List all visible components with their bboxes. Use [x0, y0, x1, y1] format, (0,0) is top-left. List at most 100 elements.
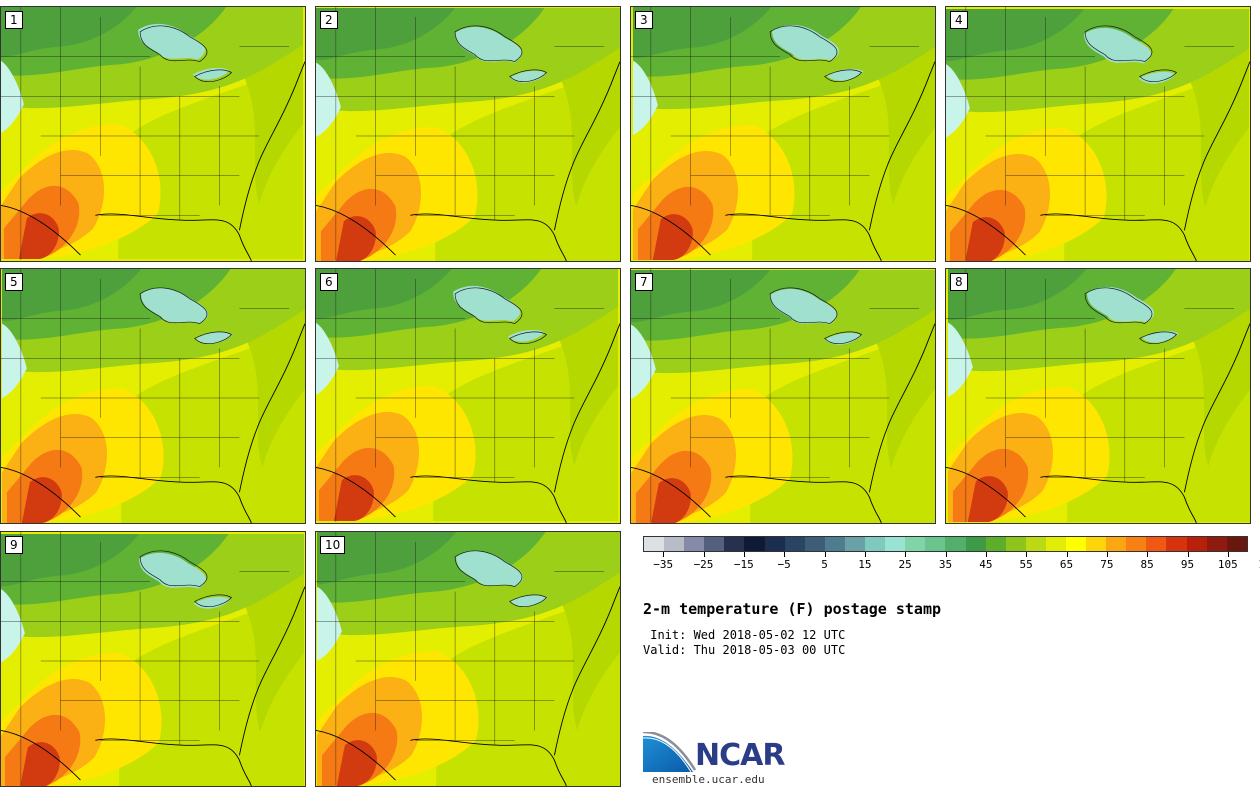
member-label: 7 [635, 273, 653, 291]
great-lakes [454, 287, 548, 344]
colorbar-swatch [865, 537, 886, 551]
state-borders [316, 269, 605, 523]
colorbar-tick [1106, 552, 1108, 557]
colorbar-tick-label: 105 [1217, 558, 1238, 571]
member-map-5: 5 [0, 268, 306, 524]
colorbar-ticks: −35 −25 −15 −5 5 15 25 35 45 55 65 75 85 95 105 115 [643, 552, 1260, 572]
state-borders [1, 532, 290, 786]
temperature-field [631, 324, 656, 399]
figure-title: 2-m temperature (F) postage stamp [643, 600, 942, 618]
temperature-field [824, 332, 862, 345]
ensemble-url[interactable]: ensemble.ucar.edu [652, 773, 765, 786]
colorbar-tick [784, 552, 786, 557]
ncar-wordmark: NCAR [695, 738, 785, 773]
state-borders [631, 269, 920, 523]
temperature-colorbar [643, 536, 1248, 552]
temperature-field [333, 475, 374, 522]
colorbar-tick [1026, 552, 1028, 557]
colorbar-tick-label: 115 [1258, 558, 1260, 571]
temperature-field [139, 552, 207, 589]
colorbar-swatch [1005, 537, 1026, 551]
member-map-6: 6 [315, 268, 621, 524]
colorbar-swatch [804, 537, 825, 551]
colorbar-swatch [925, 537, 946, 551]
colorbar-tick-label: 5 [821, 558, 828, 571]
temperature-map [1, 7, 305, 261]
temperature-map [1, 269, 305, 523]
colorbar-tick-label: 25 [898, 558, 912, 571]
colorbar-tick-label: −35 [653, 558, 674, 571]
temperature-map [631, 269, 935, 523]
member-label: 9 [5, 536, 23, 554]
member-map-2: 2 [315, 6, 621, 262]
valid-time: Valid: Thu 2018-05-03 00 UTC [643, 643, 846, 657]
temperature-field [947, 269, 1087, 321]
temperature-field [18, 213, 59, 260]
colorbar-tick-label: 95 [1180, 558, 1195, 571]
member-map-4: 4 [945, 6, 1251, 262]
member-map-7: 7 [630, 268, 936, 524]
state-borders [1, 7, 290, 261]
temperature-map [946, 269, 1250, 523]
colorbar-tick-label: 15 [858, 558, 872, 571]
member-map-10: 10 [315, 531, 621, 787]
member-map-9: 9 [0, 531, 306, 787]
colorbar-swatch [684, 537, 705, 551]
colorbar-swatch [1146, 537, 1167, 551]
temperature-field [1, 7, 137, 58]
colorbar-swatch [1206, 537, 1227, 551]
great-lakes [139, 25, 233, 82]
temperature-field [770, 288, 838, 325]
temperature-field [138, 23, 206, 60]
colorbar-swatch [1186, 537, 1207, 551]
temperature-field [1, 323, 27, 398]
temperature-field [316, 586, 342, 661]
temperature-field [632, 60, 658, 135]
great-lakes [454, 25, 548, 82]
colorbar-tick [945, 552, 947, 557]
colorbar-tick-label: −5 [777, 558, 791, 571]
member-label: 4 [950, 11, 968, 29]
ncar-logo-icon [643, 732, 697, 773]
temperature-map [1, 532, 305, 786]
temperature-field [631, 269, 771, 323]
colorbar-tick [905, 552, 907, 557]
colorbar-swatch [764, 537, 785, 551]
state-borders [316, 532, 605, 786]
colorbar-tick-label: 55 [1019, 558, 1033, 571]
colorbar-swatch [744, 537, 765, 551]
temperature-field [456, 550, 524, 587]
colorbar-swatch [824, 537, 845, 551]
colorbar-swatch [784, 537, 805, 551]
member-label: 6 [320, 273, 338, 291]
colorbar-tick-label: 75 [1100, 558, 1114, 571]
temperature-field [946, 8, 1085, 62]
colorbar-swatch [644, 537, 665, 551]
colorbar-swatch [1226, 537, 1247, 551]
temperature-field [967, 476, 1008, 523]
colorbar-tick-label: 65 [1059, 558, 1074, 571]
temperature-field [632, 7, 772, 59]
temperature-map [316, 532, 620, 786]
temperature-field [316, 322, 339, 395]
temperature-field [141, 287, 209, 324]
temperature-field [509, 70, 547, 83]
temperature-map [946, 7, 1250, 261]
state-borders [946, 7, 1235, 261]
temperature-field [316, 269, 452, 320]
great-lakes [769, 25, 863, 82]
temperature-field [1, 60, 24, 133]
colorbar-tick-label: 35 [938, 558, 953, 571]
state-borders [631, 7, 920, 261]
colorbar-swatch [704, 537, 725, 551]
temperature-field [946, 64, 970, 138]
member-map-8: 8 [945, 268, 1251, 524]
colorbar-swatch [1166, 537, 1187, 551]
colorbar-tick [1227, 552, 1229, 557]
colorbar-tick [824, 552, 826, 557]
temperature-field [193, 596, 231, 609]
temperature-field [316, 62, 341, 137]
member-label: 1 [5, 11, 23, 29]
state-borders [946, 269, 1235, 523]
member-map-3: 3 [630, 6, 936, 262]
